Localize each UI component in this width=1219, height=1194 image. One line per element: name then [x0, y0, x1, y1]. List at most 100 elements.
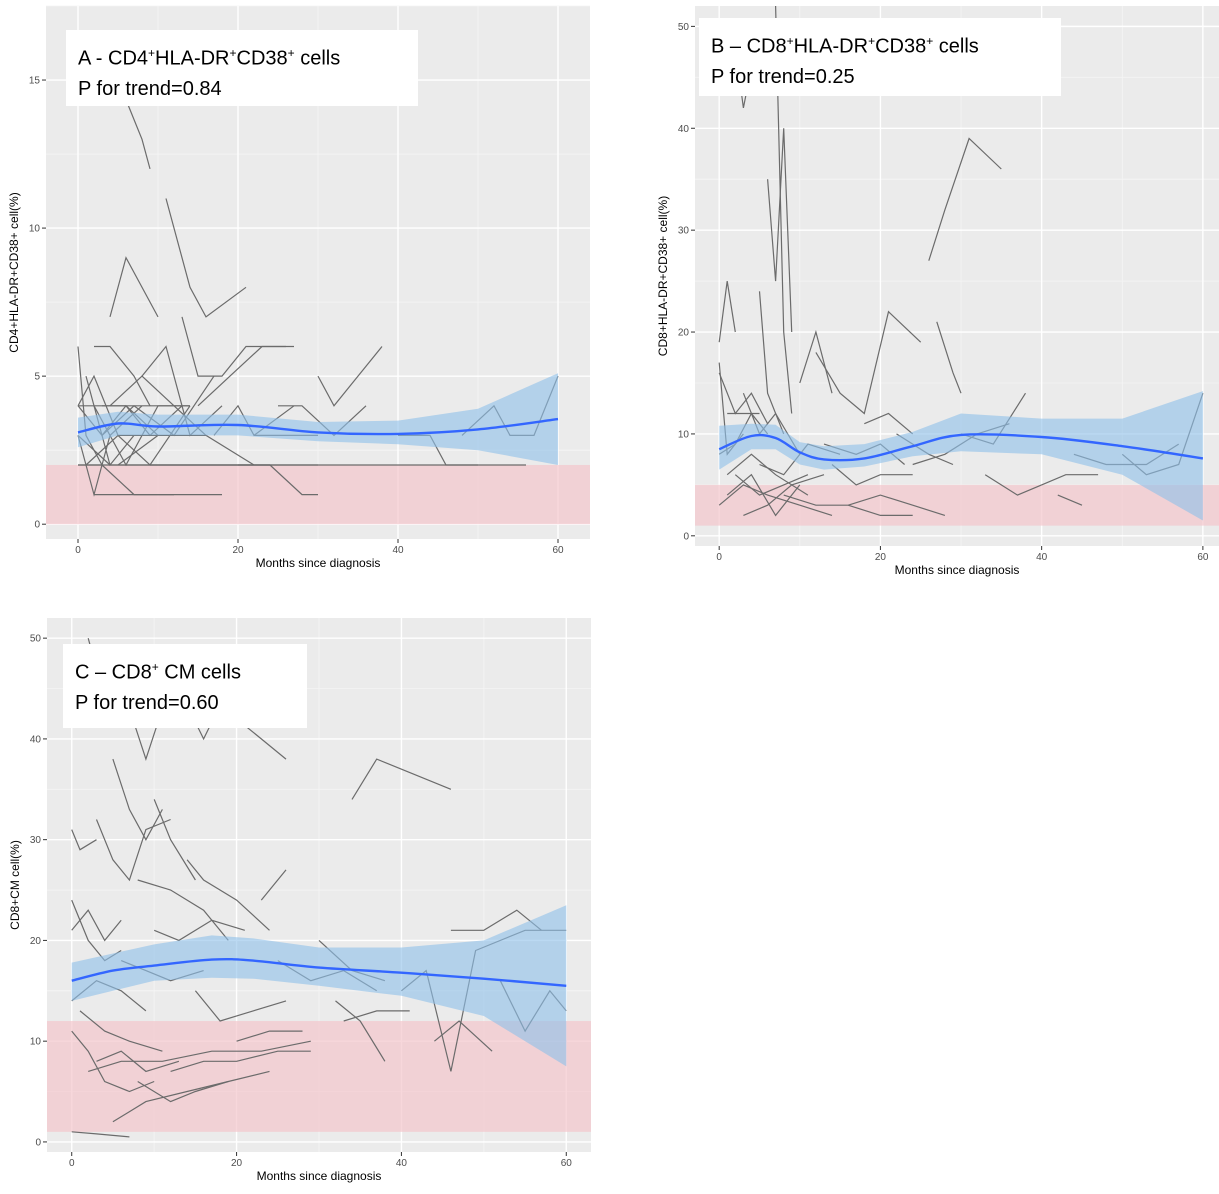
- y-tick-label: 5: [34, 372, 40, 383]
- subject-trajectory: [153, 799, 196, 881]
- subject-trajectory: [95, 818, 171, 882]
- y-axis-title: CD8+HLA-DR+CD38+ cell(%): [656, 196, 670, 356]
- x-tick-label: 40: [1036, 552, 1048, 563]
- subject-trajectory: [71, 1131, 130, 1138]
- subject-trajectory: [718, 484, 833, 516]
- confidence-band: [71, 905, 567, 1067]
- title-superscript: +: [926, 34, 934, 48]
- subject-trajectory: [848, 494, 946, 516]
- x-tick-label: 0: [75, 545, 81, 556]
- y-tick-label: 40: [678, 124, 690, 135]
- title-text: HLA-DR: [793, 35, 869, 58]
- subject-trajectory: [1041, 474, 1099, 486]
- subject-trajectory: [71, 829, 97, 851]
- trend-line: [718, 433, 1204, 462]
- confidence-band: [78, 373, 558, 465]
- x-axis-title: Months since diagnosis: [256, 556, 381, 570]
- title-text: C – CD8: [75, 661, 152, 684]
- chart-c-title: C – CD8+ CM cells: [75, 652, 295, 688]
- y-tick-label: 20: [30, 936, 42, 947]
- x-tick-label: 40: [392, 545, 404, 556]
- subject-trajectory: [799, 329, 833, 394]
- subject-trajectory: [831, 464, 913, 486]
- subject-trajectory: [170, 1050, 311, 1072]
- subject-trajectory: [335, 1000, 386, 1062]
- subject-trajectory: [197, 345, 294, 407]
- title-superscript: +: [868, 34, 876, 48]
- subject-trajectory: [928, 137, 1002, 261]
- subject-trajectory: [109, 256, 159, 318]
- title-text: CM cells: [158, 661, 241, 684]
- title-text: cells: [933, 35, 979, 58]
- subject-trajectory: [343, 1010, 410, 1022]
- x-tick-label: 60: [1197, 552, 1209, 563]
- y-tick-label: 15: [29, 76, 41, 87]
- subject-trajectory: [278, 405, 367, 437]
- chart-b-subtitle: P for trend=0.25: [711, 65, 855, 88]
- subject-trajectory: [236, 1030, 303, 1042]
- x-axis-title: Months since diagnosis: [895, 563, 1020, 577]
- subject-trajectory: [450, 909, 542, 931]
- subject-trajectory: [718, 281, 736, 343]
- title-text: HLA-DR: [155, 47, 230, 70]
- subject-trajectory: [726, 473, 801, 517]
- subject-trajectory: [112, 1070, 270, 1123]
- title-superscript: +: [229, 46, 237, 60]
- y-tick-label: 0: [34, 520, 40, 531]
- x-tick-label: 60: [561, 1158, 573, 1169]
- y-tick-label: 30: [678, 226, 690, 237]
- reference-range-band: [47, 1021, 591, 1132]
- subject-trajectory: [984, 474, 1042, 496]
- subject-trajectory: [1057, 494, 1083, 506]
- y-tick-label: 30: [30, 835, 42, 846]
- trend-line: [71, 957, 567, 987]
- subject-trajectory: [743, 474, 825, 516]
- subject-trajectory: [96, 1050, 180, 1073]
- chart-b-title: B – CD8+HLA-DR+CD38+ cells: [711, 26, 1049, 62]
- subject-trajectory: [815, 310, 922, 415]
- trend-line: [77, 417, 559, 436]
- y-tick-label: 10: [30, 1037, 42, 1048]
- subject-trajectory: [88, 1040, 311, 1072]
- subject-trajectory: [137, 879, 229, 941]
- y-tick-label: 20: [678, 328, 690, 339]
- chart-panel-a: 0 20 40 60 0 5 10 15 Months since diagnosis CD4+H…: [0, 0, 600, 590]
- title-superscript: +: [786, 34, 794, 48]
- subject-trajectory: [153, 919, 245, 942]
- title-text: B – CD8: [711, 35, 787, 58]
- chart-a-title-box: A - CD4+HLA-DR+CD38+ cells P for trend=0…: [66, 30, 418, 106]
- chart-a-title: A - CD4+HLA-DR+CD38+ cells: [78, 38, 406, 74]
- subject-trajectory: [758, 291, 785, 435]
- y-tick-label: 50: [30, 634, 42, 645]
- chart-a-subtitle: P for trend=0.84: [78, 77, 222, 100]
- subject-trajectory: [317, 346, 383, 407]
- y-tick-label: 10: [29, 224, 41, 235]
- subject-trajectory: [186, 859, 270, 931]
- chart-b-svg: 0 20 40 60 0 10 20 30 40 50 Months since diagnosis…: [656, 5, 1219, 577]
- subject-trajectory: [767, 128, 793, 333]
- subject-trajectory: [864, 412, 914, 435]
- title-text: CD38: [875, 35, 927, 58]
- y-tick-label: 40: [30, 734, 42, 745]
- title-superscript: +: [287, 46, 295, 60]
- chart-b-title-box: B – CD8+HLA-DR+CD38+ cells P for trend=0…: [699, 18, 1061, 96]
- y-tick-label: 0: [35, 1137, 41, 1148]
- subject-trajectory: [79, 1010, 163, 1052]
- subject-trajectory: [434, 1020, 493, 1052]
- subject-trajectory: [194, 990, 287, 1022]
- subject-trajectory: [936, 321, 962, 394]
- subject-trajectory: [71, 1030, 155, 1093]
- chart-c-svg: 0 20 40 60 0 10 20 30 40 50 Months since diagnosis…: [8, 618, 591, 1183]
- chart-panel-b: 0 20 40 60 0 10 20 30 40 50 Months since diagnosis…: [640, 0, 1219, 582]
- reference-range-band: [695, 484, 1219, 526]
- confidence-band: [719, 391, 1203, 521]
- x-tick-label: 0: [69, 1158, 75, 1169]
- subject-trajectory: [718, 372, 769, 424]
- subject-trajectory: [137, 1080, 229, 1103]
- y-tick-label: 10: [678, 429, 690, 440]
- subject-trajectory: [775, 5, 793, 414]
- title-superscript: +: [148, 46, 156, 60]
- y-axis-title: CD4+HLA-DR+CD38+ cell(%): [7, 192, 21, 352]
- x-axis-title: Months since diagnosis: [257, 1169, 382, 1183]
- y-axis-title: CD8+CM cell(%): [8, 840, 22, 930]
